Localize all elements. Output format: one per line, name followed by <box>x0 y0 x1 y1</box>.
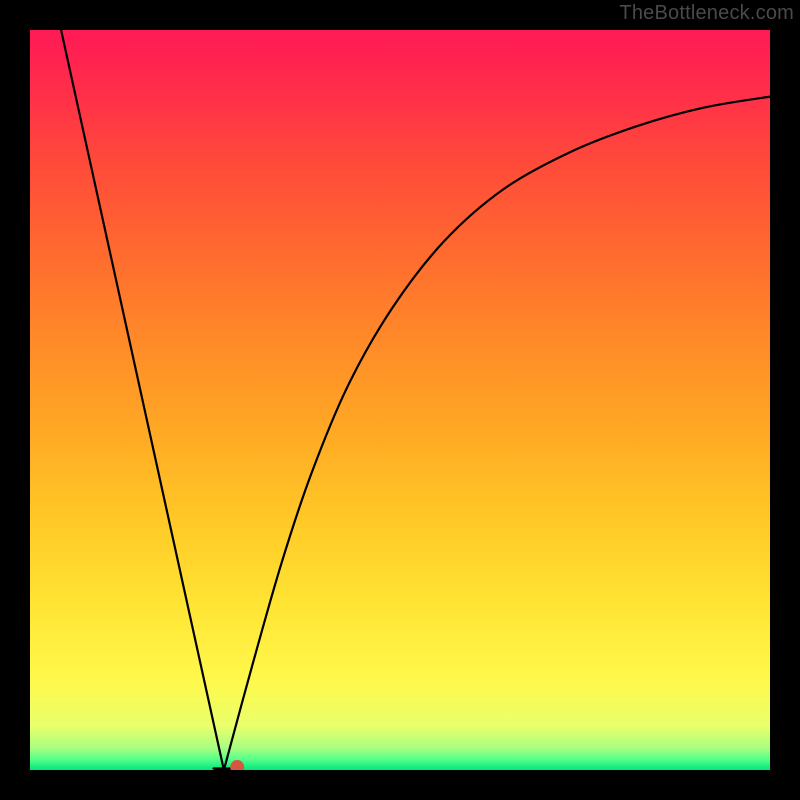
bottleneck-curve <box>30 30 770 770</box>
chart-container: TheBottleneck.com <box>0 0 800 800</box>
bottleneck-curve-path <box>61 30 770 770</box>
optimal-point-marker <box>230 760 244 770</box>
watermark-text: TheBottleneck.com <box>619 2 794 25</box>
